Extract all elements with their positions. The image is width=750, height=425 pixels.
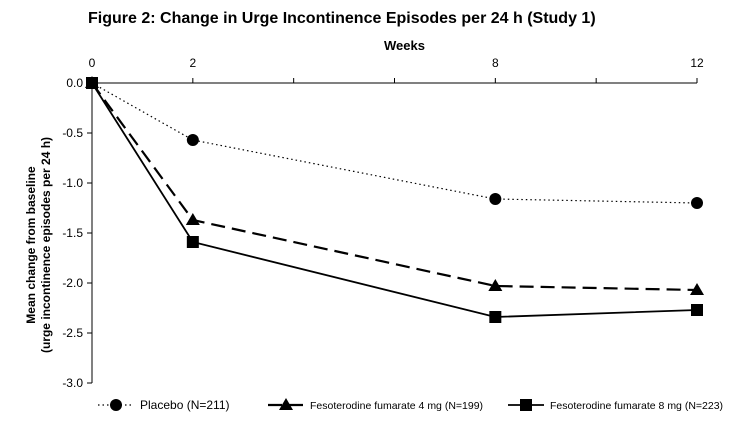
y-tick-label: -1.0 [62, 176, 83, 190]
y-tick-label: -3.0 [62, 376, 83, 390]
legend-label: Placebo (N=211) [140, 398, 230, 412]
data-point-square [691, 304, 703, 316]
series-line-circle [91, 82, 698, 204]
data-point-square [489, 311, 502, 323]
y-tick-label: 0.0 [66, 76, 83, 90]
data-point-circle [489, 193, 502, 205]
y-tick-label: -2.0 [62, 276, 83, 290]
data-point-triangle [185, 213, 200, 225]
legend-label: Fesoterodine fumarate 4 mg (N=199) [310, 400, 483, 412]
series-line-triangle [91, 82, 698, 292]
series-line-square [91, 82, 698, 318]
x-axis-label: Weeks [384, 38, 425, 53]
data-point-circle [186, 134, 199, 146]
y-tick-label: -0.5 [62, 126, 83, 140]
x-tick-label: 0 [89, 56, 96, 70]
data-point-square [86, 77, 98, 89]
x-tick-label: 2 [189, 56, 196, 70]
data-point-circle [691, 197, 703, 209]
data-point-square [186, 236, 199, 248]
x-tick-label: 12 [690, 56, 704, 70]
y-tick-label: -2.5 [62, 326, 83, 340]
x-tick-label: 8 [492, 56, 499, 70]
data-point-triangle [690, 283, 704, 295]
y-axis-label: (urge incontinence episodes per 24 h) [39, 137, 53, 353]
legend-marker-circle [110, 399, 122, 411]
legend-label: Fesoterodine fumarate 8 mg (N=223) [550, 400, 723, 412]
legend-marker-square [520, 399, 532, 411]
legend-marker-triangle [279, 398, 293, 410]
y-tick-label: -1.5 [62, 226, 83, 240]
chart-title: Figure 2: Change in Urge Incontinence Ep… [88, 10, 596, 27]
data-point-triangle [488, 279, 503, 291]
y-axis-label: Mean change from baseline [24, 166, 38, 324]
